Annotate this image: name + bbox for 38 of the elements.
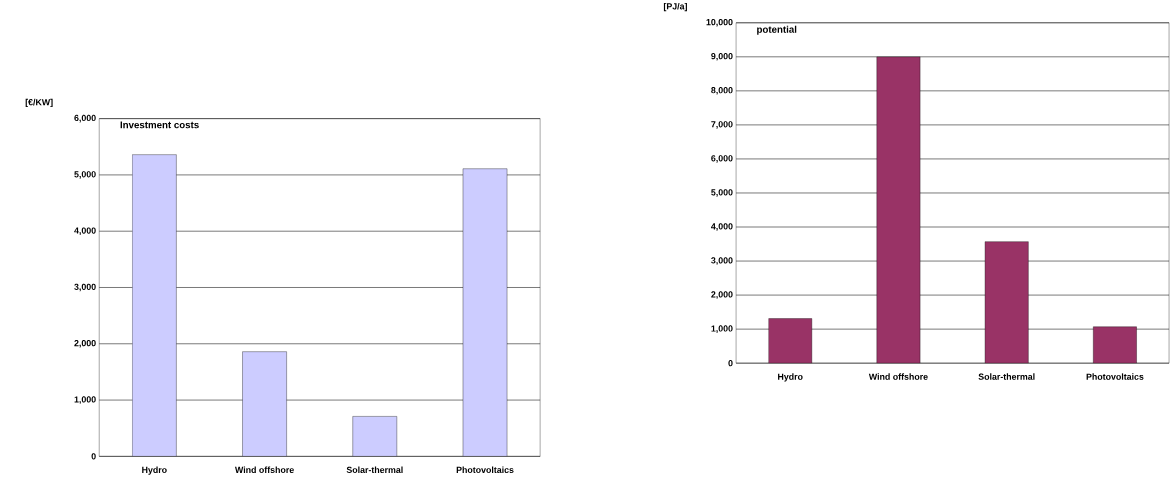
y-tick-label: 4,000 [711, 223, 733, 231]
x-tick-label: Hydro [778, 373, 803, 382]
y-tick-label: 8,000 [711, 87, 733, 95]
y-tick-label: 5,000 [711, 189, 733, 197]
chart-title: Investment costs [120, 121, 199, 129]
y-tick-label: 3,000 [74, 283, 96, 292]
bar [242, 351, 287, 457]
x-tick-label: Wind offshore [234, 466, 294, 474]
x-tick-label: Solar-thermal [346, 466, 403, 474]
x-tick-label: Photovoltaics [1086, 373, 1144, 380]
bar [1093, 326, 1137, 364]
y-tick-label: 1,000 [711, 325, 733, 334]
y-tick-label: 0 [728, 360, 733, 367]
y-tick-label: 1,000 [74, 396, 96, 404]
chart-title: potential [757, 25, 797, 35]
y-axis-title: [PJ/a] [663, 3, 687, 12]
bar [984, 241, 1029, 364]
bar [876, 56, 921, 364]
y-tick-label: 7,000 [711, 121, 733, 129]
y-tick-label: 2,000 [711, 291, 733, 300]
bar [462, 168, 508, 457]
y-tick-label: 3,000 [711, 257, 733, 265]
x-tick-label: Solar-thermal [978, 373, 1035, 380]
y-tick-label: 6,000 [74, 115, 96, 123]
bar [352, 416, 398, 457]
x-tick-label: Photovoltaics [456, 466, 514, 474]
y-tick-label: 6,000 [711, 155, 733, 163]
x-tick-label: Hydro [142, 466, 167, 475]
y-axis-title: [€/KW] [25, 99, 53, 108]
y-tick-label: 4,000 [74, 227, 96, 236]
y-tick-label: 2,000 [74, 340, 96, 348]
bar [768, 318, 813, 364]
bar [132, 154, 177, 457]
y-tick-label: 5,000 [74, 171, 96, 179]
y-tick-label: 9,000 [711, 53, 733, 61]
y-tick-label: 0 [91, 453, 96, 460]
y-tick-label: 10,000 [706, 19, 733, 27]
x-tick-label: Wind offshore [868, 373, 928, 380]
